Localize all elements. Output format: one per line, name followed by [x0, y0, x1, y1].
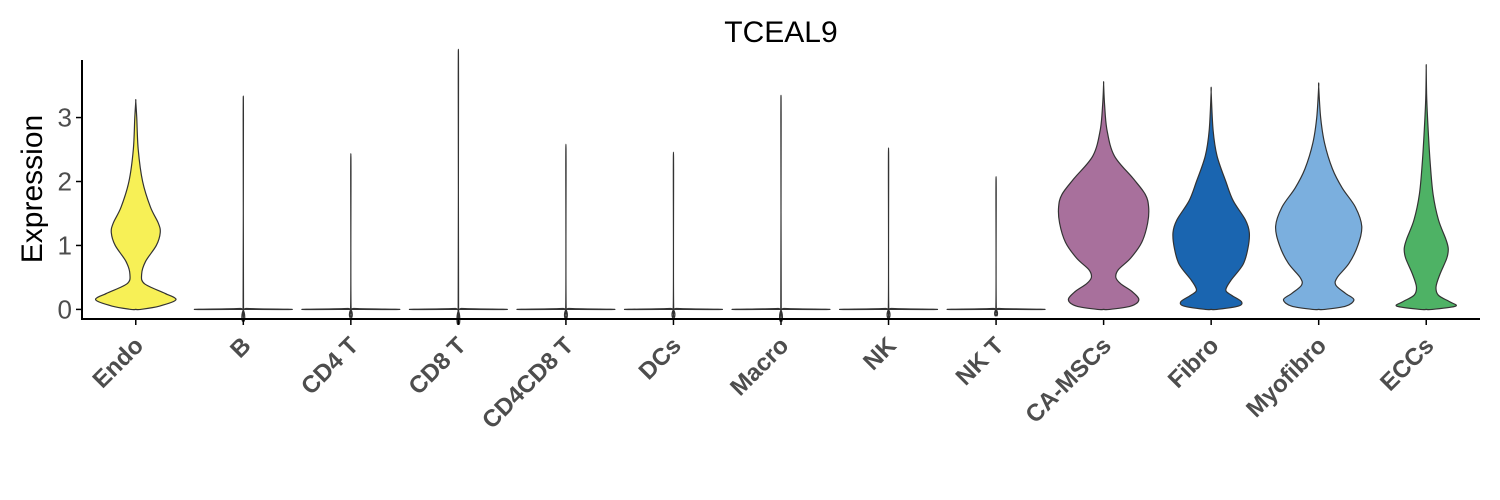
- x-tick-label: CD8 T: [404, 332, 472, 400]
- violin-cd4-t: [301, 153, 401, 318]
- x-tick-label: CD4 T: [296, 332, 364, 400]
- violin-eccs: [1395, 63, 1457, 311]
- violin-group: [95, 49, 1457, 325]
- chart-title: TCEAL9: [724, 16, 837, 49]
- y-tick-label: 3: [58, 103, 72, 133]
- y-tick-label: 1: [58, 230, 72, 260]
- axis-lines: [81, 60, 1480, 320]
- x-tick-label: Fibro: [1163, 332, 1225, 394]
- x-tick-label: Endo: [87, 332, 149, 394]
- y-axis-ticks: 0 1 2 3: [58, 103, 82, 324]
- y-tick-label: 2: [58, 167, 72, 197]
- y-axis-label: Expression: [16, 115, 49, 263]
- x-tick-label: NK T: [951, 332, 1010, 391]
- violin-nk: [839, 147, 939, 319]
- x-tick-label: B: [225, 332, 256, 363]
- violin-macro: [731, 94, 831, 322]
- violin-cd4cd8-t: [516, 143, 616, 319]
- x-tick-label: ECCs: [1375, 332, 1439, 396]
- x-axis-ticks: Endo B CD4 T CD8 T CD4CD8 T DCs Macro NK NK T CA-…: [87, 319, 1439, 434]
- x-tick-label: DCs: [634, 332, 687, 385]
- violin-cd8-t: [408, 49, 508, 325]
- x-tick-label: Macro: [725, 332, 794, 401]
- x-tick-label: CA-MSCs: [1020, 332, 1116, 428]
- violin-ca-mscs: [1057, 81, 1150, 311]
- violin-dcs: [623, 151, 723, 319]
- x-tick-label: NK: [858, 332, 902, 376]
- y-tick-label: 0: [58, 294, 72, 324]
- violin-endo: [95, 98, 177, 311]
- x-tick-label: CD4CD8 T: [477, 332, 579, 434]
- x-tick-label: Myofibro: [1241, 332, 1332, 423]
- violin-b: [193, 95, 293, 322]
- violin-nk-t: [946, 176, 1046, 317]
- violin-fibro: [1172, 86, 1251, 311]
- violin-myofibro: [1274, 82, 1363, 311]
